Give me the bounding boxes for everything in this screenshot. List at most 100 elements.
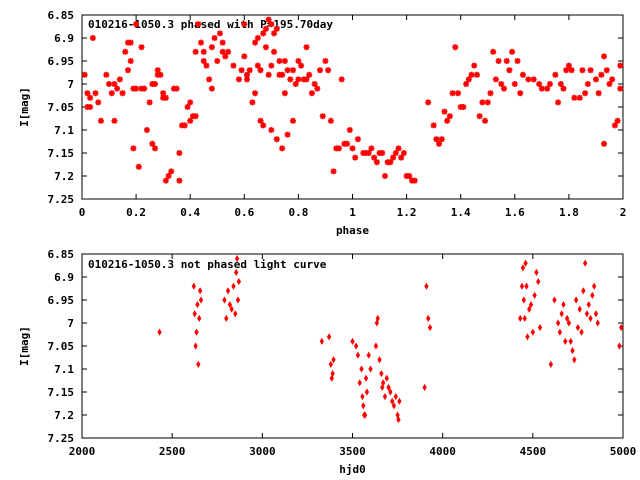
x-tick-label: 0.2 bbox=[126, 206, 146, 219]
data-point bbox=[601, 53, 608, 60]
data-point bbox=[563, 337, 568, 345]
data-point bbox=[149, 140, 156, 147]
data-point bbox=[224, 314, 229, 322]
data-point bbox=[319, 337, 324, 345]
data-point bbox=[325, 67, 332, 74]
data-point bbox=[360, 393, 365, 401]
data-point bbox=[273, 25, 280, 32]
data-point bbox=[387, 159, 394, 166]
data-point bbox=[119, 90, 126, 97]
y-tick-label: 7.15 bbox=[48, 386, 75, 399]
data-point bbox=[517, 90, 524, 97]
data-point bbox=[284, 67, 291, 74]
data-point bbox=[254, 62, 261, 69]
data-point bbox=[165, 173, 172, 179]
data-point bbox=[606, 81, 613, 87]
data-point bbox=[276, 58, 283, 64]
data-point bbox=[495, 58, 502, 64]
data-point bbox=[206, 76, 213, 83]
data-point bbox=[555, 319, 561, 327]
data-point bbox=[611, 122, 618, 129]
data-point bbox=[363, 374, 369, 382]
y-tick-label: 6.95 bbox=[48, 294, 75, 307]
data-point bbox=[460, 104, 467, 110]
data-point bbox=[200, 58, 207, 64]
data-point bbox=[192, 310, 197, 318]
data-point bbox=[362, 411, 368, 419]
data-point bbox=[406, 173, 413, 179]
y-tick-label: 7.05 bbox=[48, 101, 75, 114]
data-point bbox=[598, 71, 605, 78]
data-point bbox=[552, 296, 557, 304]
data-point bbox=[192, 113, 199, 120]
data-point bbox=[284, 131, 291, 138]
data-point bbox=[521, 296, 526, 304]
data-point bbox=[546, 81, 553, 87]
data-point bbox=[386, 383, 391, 391]
data-point bbox=[244, 76, 251, 83]
data-point bbox=[235, 76, 242, 83]
data-point bbox=[234, 255, 240, 263]
data-point bbox=[446, 113, 453, 120]
data-point bbox=[146, 99, 153, 106]
data-point bbox=[287, 76, 294, 83]
data-point bbox=[303, 76, 310, 83]
data-point bbox=[265, 71, 272, 78]
y-tick-label: 7.2 bbox=[54, 409, 74, 422]
data-point bbox=[306, 71, 313, 78]
data-point bbox=[106, 81, 113, 87]
data-point bbox=[97, 117, 104, 124]
data-point bbox=[252, 90, 259, 97]
data-point bbox=[436, 140, 443, 147]
data-point bbox=[555, 99, 562, 106]
data-point bbox=[355, 351, 361, 359]
data-point bbox=[216, 30, 223, 37]
y-tick-label: 6.9 bbox=[54, 32, 74, 45]
data-point bbox=[133, 21, 140, 28]
data-point bbox=[388, 388, 393, 396]
data-point bbox=[227, 301, 233, 309]
data-point bbox=[379, 370, 384, 378]
data-point bbox=[373, 159, 380, 166]
data-point bbox=[289, 67, 296, 74]
data-point bbox=[384, 374, 389, 382]
data-point bbox=[330, 168, 337, 175]
plot-title: 010216-1050.3 not phased light curve bbox=[88, 258, 327, 271]
data-point bbox=[127, 58, 134, 64]
data-point bbox=[487, 90, 494, 97]
data-point bbox=[572, 356, 577, 364]
data-point bbox=[143, 127, 150, 133]
data-point bbox=[162, 177, 169, 184]
data-point bbox=[391, 402, 397, 410]
data-point bbox=[257, 67, 264, 74]
data-point bbox=[92, 90, 99, 97]
data-point bbox=[157, 71, 164, 78]
data-point bbox=[397, 397, 402, 405]
data-point bbox=[281, 58, 288, 64]
data-point bbox=[326, 333, 332, 341]
data-point bbox=[192, 48, 199, 55]
data-point bbox=[503, 58, 510, 64]
data-point bbox=[382, 393, 388, 401]
x-tick-label: 1.2 bbox=[397, 206, 417, 219]
x-tick-label: 0.4 bbox=[180, 206, 200, 219]
data-point bbox=[584, 310, 590, 318]
data-point bbox=[490, 48, 497, 55]
data-point bbox=[317, 67, 324, 74]
data-point bbox=[260, 30, 267, 37]
y-tick-label: 7.1 bbox=[54, 124, 74, 137]
data-point bbox=[425, 99, 432, 106]
data-point bbox=[377, 356, 382, 364]
data-point bbox=[262, 44, 269, 51]
data-point bbox=[588, 314, 593, 322]
data-point bbox=[498, 81, 505, 87]
data-point bbox=[194, 328, 199, 336]
data-point bbox=[314, 85, 321, 92]
data-point bbox=[176, 150, 183, 156]
data-point bbox=[222, 53, 229, 60]
data-point bbox=[308, 90, 315, 97]
data-point bbox=[365, 150, 372, 156]
data-point bbox=[587, 67, 594, 74]
data-point bbox=[375, 314, 380, 322]
data-point bbox=[473, 71, 480, 78]
